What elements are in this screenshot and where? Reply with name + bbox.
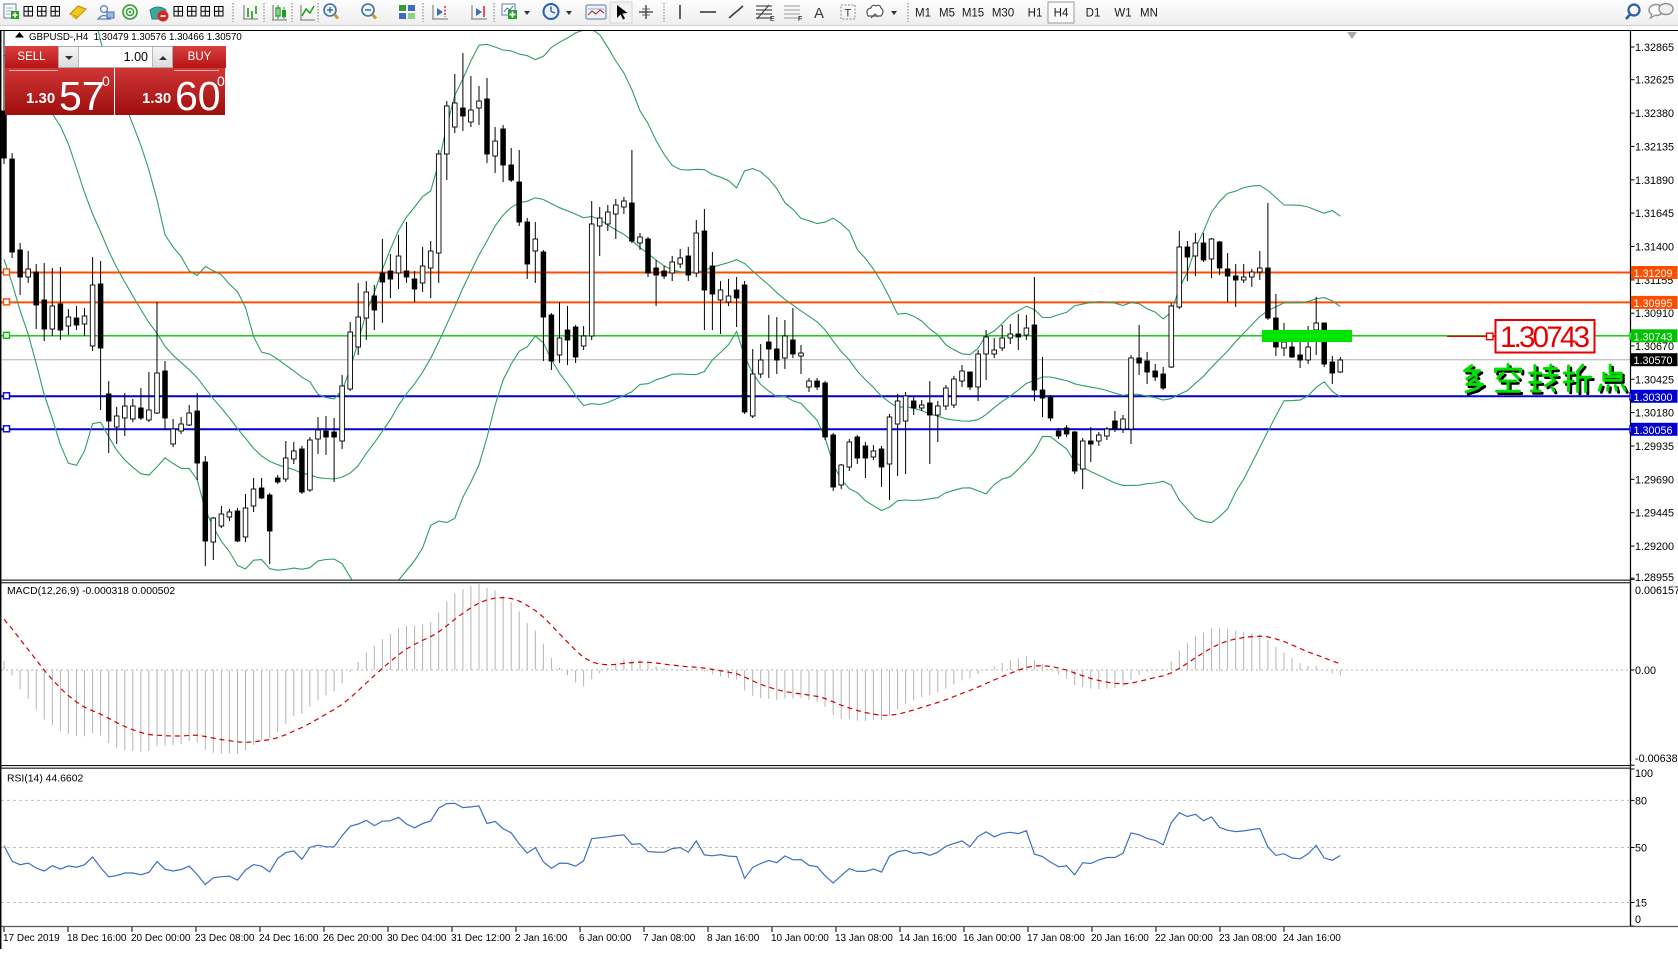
svg-text:6 Jan 00:00: 6 Jan 00:00 [579, 933, 632, 944]
svg-text:0: 0 [1635, 914, 1641, 926]
svg-text:1.30995: 1.30995 [1634, 298, 1673, 310]
svg-text:23 Jan 08:00: 23 Jan 08:00 [1219, 933, 1277, 944]
svg-text:1.30910: 1.30910 [1635, 308, 1674, 320]
svg-text:1.32865: 1.32865 [1635, 42, 1674, 54]
svg-text:1.29445: 1.29445 [1635, 508, 1674, 520]
svg-text:17 Jan 08:00: 17 Jan 08:00 [1027, 933, 1085, 944]
svg-text:RSI(14) 44.6602: RSI(14) 44.6602 [7, 774, 83, 785]
svg-text:8 Jan 16:00: 8 Jan 16:00 [707, 933, 760, 944]
svg-text:1.30670: 1.30670 [1635, 341, 1674, 353]
svg-text:GBPUSD-,H4 1.30479 1.30576 1.: GBPUSD-,H4 1.30479 1.30576 1.30466 1.305… [29, 32, 242, 43]
svg-text:0.006157: 0.006157 [1635, 585, 1678, 597]
svg-text:M30: M30 [992, 8, 1014, 20]
svg-text:MN: MN [1140, 8, 1158, 20]
svg-text:18 Dec 16:00: 18 Dec 16:00 [67, 933, 127, 944]
svg-text:1.32625: 1.32625 [1635, 75, 1674, 87]
svg-text:1.30300: 1.30300 [1634, 392, 1673, 404]
svg-text:1.29200: 1.29200 [1635, 541, 1674, 553]
svg-text:17 Dec 2019: 17 Dec 2019 [3, 933, 60, 944]
svg-text:1.32135: 1.32135 [1635, 141, 1674, 153]
svg-text:1.30180: 1.30180 [1635, 408, 1674, 420]
svg-text:20 Jan 16:00: 20 Jan 16:00 [1091, 933, 1149, 944]
svg-text:100: 100 [1635, 768, 1653, 780]
svg-text:50: 50 [1635, 843, 1647, 855]
svg-text:D1: D1 [1086, 8, 1101, 20]
svg-text:1.30743: 1.30743 [1500, 321, 1590, 354]
svg-text:E: E [770, 16, 775, 23]
svg-text:1.30743: 1.30743 [1634, 331, 1673, 343]
svg-text:1.31890: 1.31890 [1635, 175, 1674, 187]
svg-text:MACD(12,26,9) -0.000318 0.0005: MACD(12,26,9) -0.000318 0.000502 [7, 586, 175, 597]
svg-text:H1: H1 [1028, 8, 1043, 20]
svg-text:31 Dec 12:00: 31 Dec 12:00 [451, 933, 511, 944]
svg-text:7 Jan 08:00: 7 Jan 08:00 [643, 933, 696, 944]
svg-text:13 Jan 08:00: 13 Jan 08:00 [835, 933, 893, 944]
svg-text:14 Jan 16:00: 14 Jan 16:00 [899, 933, 957, 944]
svg-text:10 Jan 00:00: 10 Jan 00:00 [771, 933, 829, 944]
svg-text:H4: H4 [1054, 8, 1069, 20]
svg-text:T: T [845, 8, 852, 20]
svg-text:-0.00638: -0.00638 [1635, 753, 1678, 765]
svg-text:30 Dec 04:00: 30 Dec 04:00 [387, 933, 447, 944]
svg-text:22 Jan 00:00: 22 Jan 00:00 [1155, 933, 1213, 944]
svg-text:16 Jan 00:00: 16 Jan 00:00 [963, 933, 1021, 944]
svg-text:W1: W1 [1114, 8, 1131, 20]
svg-text:23 Dec 08:00: 23 Dec 08:00 [195, 933, 255, 944]
svg-text:A: A [814, 5, 824, 22]
svg-text:0.00: 0.00 [1635, 665, 1656, 677]
svg-text:F: F [798, 16, 802, 23]
svg-text:1.31645: 1.31645 [1635, 208, 1674, 220]
svg-text:20 Dec 00:00: 20 Dec 00:00 [131, 933, 191, 944]
svg-text:M15: M15 [962, 8, 984, 20]
svg-text:24 Jan 16:00: 24 Jan 16:00 [1283, 933, 1341, 944]
svg-text:M1: M1 [915, 8, 931, 20]
svg-text:1.30056: 1.30056 [1634, 425, 1673, 437]
svg-text:1.30425: 1.30425 [1635, 374, 1674, 386]
svg-text:1.31209: 1.31209 [1634, 268, 1673, 280]
svg-text:1.28955: 1.28955 [1635, 572, 1674, 584]
svg-text:2 Jan 16:00: 2 Jan 16:00 [515, 933, 568, 944]
svg-text:24 Dec 16:00: 24 Dec 16:00 [259, 933, 319, 944]
svg-text:15: 15 [1635, 898, 1647, 910]
svg-text:26 Dec 20:00: 26 Dec 20:00 [323, 933, 383, 944]
svg-text:1.29935: 1.29935 [1635, 441, 1674, 453]
svg-text:80: 80 [1635, 795, 1647, 807]
svg-text:1.29690: 1.29690 [1635, 474, 1674, 486]
svg-text:1.31400: 1.31400 [1635, 242, 1674, 254]
svg-text:1.30570: 1.30570 [1634, 355, 1673, 367]
svg-text:M5: M5 [939, 8, 955, 20]
svg-text:1.32380: 1.32380 [1635, 108, 1674, 120]
